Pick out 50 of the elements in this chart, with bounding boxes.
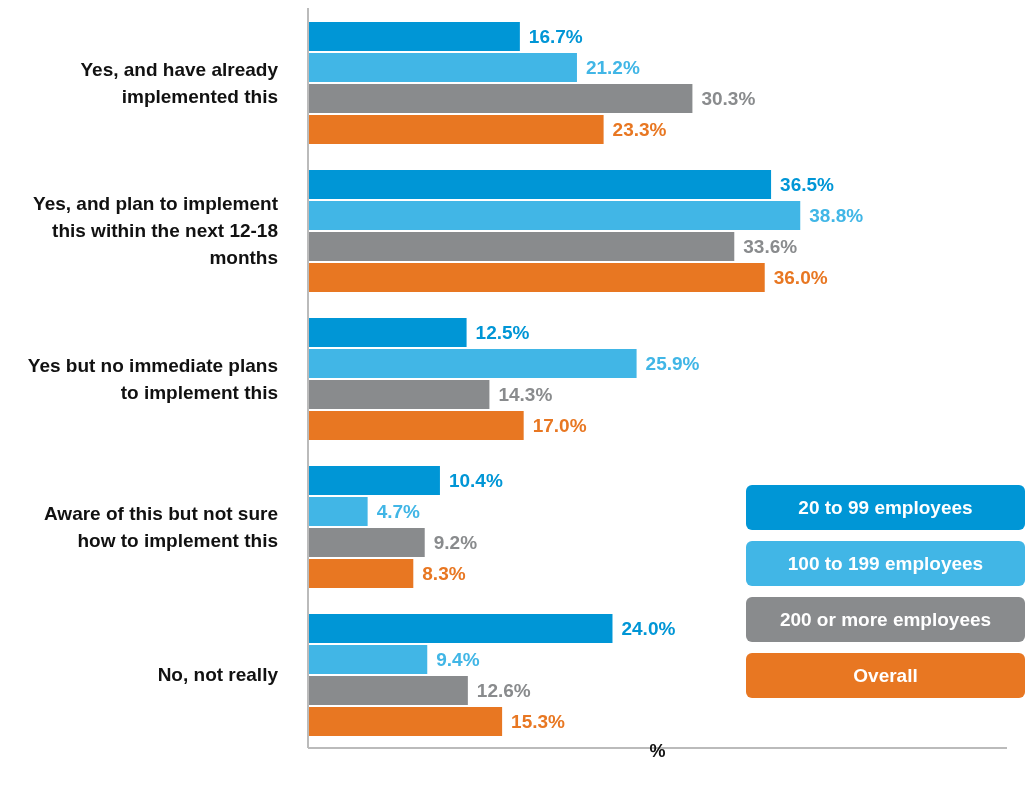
legend-box: Overall (746, 653, 1025, 698)
bar (308, 318, 467, 347)
bar (308, 22, 520, 51)
bar (308, 707, 503, 736)
bar (308, 170, 772, 199)
data-label: 36.5% (780, 174, 835, 196)
bar (308, 232, 735, 261)
y-tick-label: Yes, and have already implemented this (80, 58, 279, 106)
bar (308, 466, 440, 495)
data-label: 30.3% (701, 88, 756, 110)
data-label: 14.3% (498, 384, 553, 406)
data-label: 17.0% (532, 415, 587, 437)
data-label: 25.9% (645, 353, 700, 375)
bar (308, 53, 577, 82)
bar (308, 263, 765, 292)
legend-box: 200 or more employees (746, 597, 1025, 642)
data-label: 36.0% (773, 267, 828, 289)
bar (308, 201, 801, 230)
data-label: 12.6% (476, 680, 531, 702)
bar (308, 614, 613, 643)
bar (308, 411, 524, 440)
y-tick-label: Yes, and plan to implement this within the next 12-18 months (33, 192, 279, 268)
x-axis-title: % (649, 740, 666, 761)
bar (308, 676, 468, 705)
bar (308, 349, 637, 378)
bar (308, 380, 490, 409)
data-label: 9.2% (433, 532, 478, 554)
data-label: 9.4% (436, 649, 480, 671)
data-label: 38.8% (809, 205, 864, 227)
bar (308, 528, 425, 557)
bar (308, 497, 368, 526)
y-tick-label: Yes but no immediate plans to implement this (27, 354, 278, 402)
bar (308, 84, 693, 113)
data-label: 8.3% (422, 563, 466, 585)
data-label: 33.6% (743, 236, 798, 258)
bar (308, 115, 604, 144)
legend-box: 100 to 199 employees (746, 541, 1025, 586)
data-label: 4.7% (376, 501, 421, 523)
bar (308, 645, 428, 674)
data-label: 16.7% (528, 26, 583, 48)
data-label: 21.2% (585, 57, 640, 79)
data-label: 15.3% (511, 711, 566, 733)
data-label: 10.4% (448, 470, 503, 492)
y-tick-label: Aware of this but not sure how to implement this (43, 502, 278, 550)
y-tick-label: No, not really (157, 663, 279, 685)
data-label: 23.3% (612, 119, 667, 141)
data-label: 12.5% (475, 322, 530, 344)
bar (308, 559, 414, 588)
data-label: 24.0% (621, 618, 676, 640)
legend-box: 20 to 99 employees (746, 485, 1025, 530)
